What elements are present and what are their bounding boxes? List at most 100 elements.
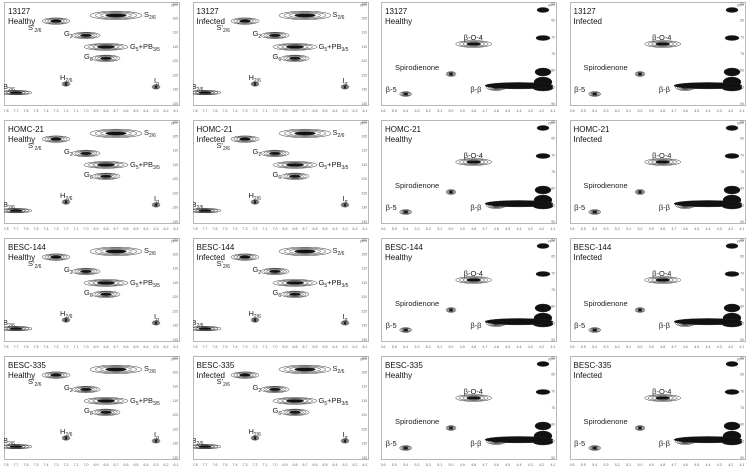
x-tick-label: 4.7 — [671, 227, 676, 231]
x-tick-label: 7.8 — [193, 109, 198, 113]
peak-label-G5PB35: G5+PB3/5 — [130, 277, 160, 289]
condition-label: Healthy — [385, 371, 413, 380]
peak-label-S26: S2/6 — [144, 128, 156, 140]
edge-peak — [534, 67, 552, 77]
peak-label-G5PB35: G5+PB3/5 — [130, 41, 160, 53]
panel-plot: 7.8 7.7 7.6 7.5 7.4 7.3 7.2 7.1 7.0 6.9 6.8 6.7 6.6 6… — [192, 356, 369, 467]
peak-label-BB: β-β — [470, 203, 482, 213]
peak-label-BO4: β-O-4 — [652, 269, 672, 278]
peak-H26 — [61, 317, 71, 323]
y-tick-label: 135 — [361, 456, 367, 460]
axis-unit: ppm — [360, 239, 367, 243]
x-tick-label: 7.8 — [4, 345, 9, 349]
x-tick-label: 5.1 — [437, 463, 442, 467]
peak-S26 — [89, 246, 143, 256]
peak-label-SPD: Spirodienone — [395, 299, 440, 308]
y-tick-label: 75 — [551, 170, 555, 174]
x-tick-label: 6.7 — [114, 345, 119, 349]
peak-Ia — [340, 320, 349, 326]
peak-label-Ia: Iα — [154, 311, 159, 323]
x-tick-label: 6.1 — [362, 227, 367, 231]
peak-label-Ia: Iα — [342, 193, 348, 205]
axis-unit: ppm — [548, 3, 555, 7]
y-tick-label: 80 — [551, 187, 555, 191]
peak-label-G6: G6 — [272, 406, 282, 418]
y-tick-label: 75 — [740, 406, 744, 410]
x-tick-label: 4.2 — [539, 463, 544, 467]
y-tick-label: 80 — [740, 187, 744, 191]
peak-label-G2: G2 — [64, 147, 73, 159]
x-tick-label: 4.7 — [671, 345, 676, 349]
x-tick-label: 6.3 — [342, 109, 347, 113]
x-tick-label: 6.2 — [164, 345, 169, 349]
y-tick-label: 100 — [361, 238, 367, 242]
condition-label: Infected — [573, 135, 602, 144]
peak-G5PB35 — [83, 279, 129, 287]
x-tick-label: 5.3 — [603, 345, 608, 349]
y-tick-label: 70 — [551, 35, 555, 39]
x-tick-label: 5.3 — [603, 109, 608, 113]
peak-label-G5PB35: G5+PB3/5 — [130, 159, 160, 171]
y-tick-label: 100 — [361, 356, 367, 360]
peak-G2 — [71, 31, 101, 39]
x-tick-label: 5.1 — [437, 227, 442, 231]
peak-Ia — [151, 84, 161, 90]
peak-label-PB26: PB2/6 — [4, 81, 15, 93]
peak-B5 — [587, 327, 601, 333]
x-tick-label: 5.4 — [592, 345, 597, 349]
y-tick-label: 105 — [361, 252, 367, 256]
y-tick-label: 85 — [740, 321, 744, 325]
peak-G2 — [260, 267, 289, 275]
peak-B5 — [587, 91, 601, 97]
x-tick-label: 5.4 — [592, 227, 597, 231]
x-tick-label: 6.6 — [124, 345, 129, 349]
x-tick-label: 4.4 — [517, 463, 522, 467]
peak-label-B5: β-5 — [385, 439, 397, 448]
x-tick-label: 4.9 — [460, 345, 465, 349]
x-tick-label: 6.7 — [302, 227, 307, 231]
peak-SPD — [445, 307, 457, 313]
x-tick-label: 7.7 — [14, 109, 19, 113]
y-tick-label: 105 — [172, 370, 178, 374]
edge-peak — [536, 243, 550, 249]
x-tick-label: 6.1 — [174, 463, 179, 467]
x-tick-label: 5.4 — [592, 463, 597, 467]
panel-title: BESC-144 Infected — [197, 243, 235, 263]
peak-label-G6: G6 — [84, 52, 93, 64]
x-tick-label: 7.4 — [232, 345, 237, 349]
y-tick-label: 90 — [740, 456, 744, 460]
y-tick-label: 115 — [173, 281, 179, 285]
y-tick-label: 115 — [361, 163, 367, 167]
panel-besc-144-healthy-aliphatic: 5.6 5.5 5.4 5.3 5.2 5.1 5.0 4.9 4.8 4.7 4.6 4.5 4.4 4… — [381, 238, 557, 354]
peak-PB26 — [192, 444, 221, 450]
edge-peak — [535, 35, 551, 41]
y-tick-label: 105 — [361, 16, 367, 20]
x-tick-label: 7.0 — [84, 227, 89, 231]
y-tick-label: 100 — [172, 120, 178, 124]
x-tick-label: 7.7 — [14, 345, 19, 349]
x-tick-label: 4.3 — [528, 109, 533, 113]
x-tick-label: 4.9 — [648, 345, 653, 349]
y-tick-label: 75 — [740, 288, 744, 292]
y-tick-label: 130 — [361, 206, 367, 210]
condition-label: Healthy — [8, 253, 36, 262]
x-tick-label: 6.6 — [312, 109, 317, 113]
x-tick-label: 6.6 — [124, 463, 129, 467]
peak-label-BO4: β-O-4 — [652, 151, 672, 160]
peak-label-S'26: S'2/6 — [216, 259, 230, 271]
x-tick-label: 7.4 — [232, 227, 237, 231]
y-tick-label: 120 — [361, 295, 367, 299]
x-tick-label: 6.3 — [154, 463, 159, 467]
y-tick-label: 110 — [361, 385, 367, 389]
peak-G5PB35 — [272, 397, 317, 405]
peak-label-G6: G6 — [272, 170, 282, 182]
peak-label-PB26: PB2/6 — [4, 317, 15, 329]
x-tick-label: 7.6 — [212, 227, 217, 231]
x-tick-label: 7.0 — [272, 227, 277, 231]
y-tick-label: 125 — [361, 427, 367, 431]
peak-label-BB: β-β — [658, 85, 670, 95]
peak-G5PB35 — [272, 161, 317, 169]
y-tick-label: 65 — [740, 19, 744, 23]
x-tick-label: 4.8 — [471, 463, 476, 467]
x-tick-label: 4.5 — [694, 345, 699, 349]
